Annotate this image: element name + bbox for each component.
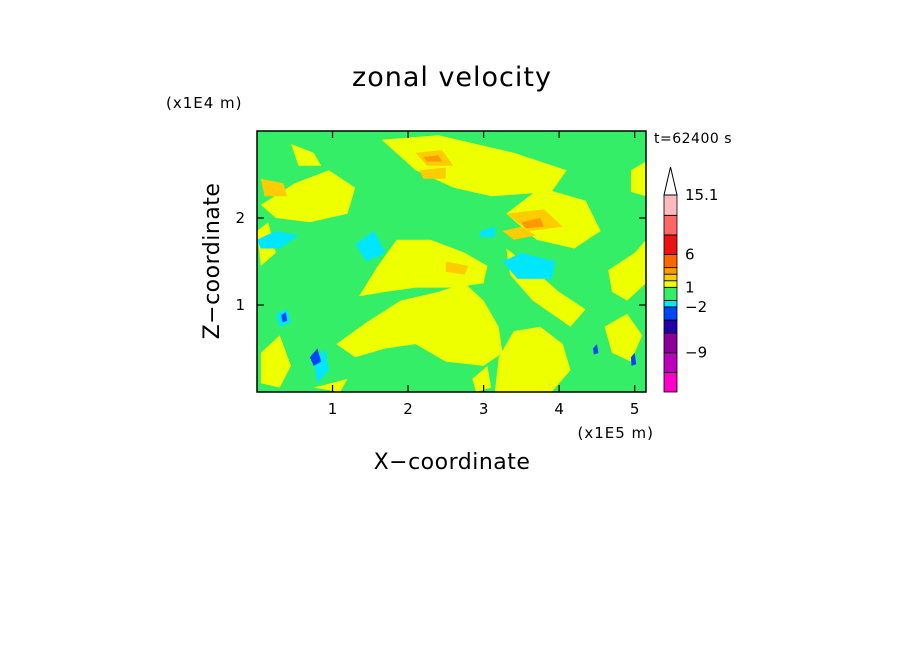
colorbar-level: [663, 194, 678, 216]
colorbar-level: [663, 280, 678, 288]
contour-region: [423, 155, 443, 162]
x-axis-unit: (x1E5 m): [577, 424, 654, 442]
contour-region: [604, 313, 643, 362]
contour-region: [336, 283, 503, 366]
x-tick-label: 3: [479, 400, 489, 418]
contour-region: [257, 231, 299, 249]
contour-field: [257, 131, 646, 392]
colorbar: 15.1 6 1 −2 −9: [663, 166, 718, 393]
x-tick-label: 4: [554, 400, 564, 418]
contour-region: [291, 144, 322, 166]
contour-region: [593, 344, 599, 355]
chart-title: zonal velocity: [352, 62, 552, 93]
contour-region: [313, 378, 348, 392]
contour-region: [309, 348, 322, 366]
contour-region: [260, 178, 288, 197]
colorbar-level: [663, 273, 678, 282]
colorbar-level: [663, 299, 678, 308]
x-tick-label: 2: [403, 400, 413, 418]
x-tick-label: 1: [328, 400, 338, 418]
contour-region: [472, 365, 492, 392]
y-axis-unit: (x1E4 m): [166, 94, 243, 112]
colorbar-level: [663, 267, 678, 275]
contour-region: [479, 226, 495, 238]
colorbar-level: [663, 332, 678, 354]
colorbar-label: 15.1: [685, 186, 718, 204]
y-tick-label: 2: [235, 209, 245, 227]
contour-region: [494, 326, 571, 392]
contour-region: [381, 135, 567, 197]
colorbar-label: −2: [685, 298, 707, 316]
contour-region: [521, 218, 544, 229]
contour-region: [445, 261, 469, 275]
contour-region: [355, 231, 386, 262]
contour-region: [630, 161, 646, 197]
y-tick-label: 1: [235, 296, 245, 314]
colorbar-label: −9: [685, 344, 707, 362]
contour-region: [260, 170, 356, 223]
colorbar-level: [663, 371, 678, 393]
axis-ticks: 1 2 3 4 5 1 2: [235, 131, 646, 418]
contour-region: [502, 252, 556, 279]
colorbar-level: [663, 214, 678, 236]
colorbar-extension-arrow: [663, 166, 678, 196]
contour-region: [608, 239, 646, 301]
colorbar-label: 6: [685, 246, 695, 264]
x-axis-label: X−coordinate: [374, 450, 531, 475]
y-axis-label: Z−coordinate: [200, 183, 225, 340]
colorbar-level: [663, 352, 678, 373]
colorbar-level: [663, 306, 678, 321]
contour-region: [260, 335, 291, 388]
colorbar-level: [663, 234, 678, 255]
contour-region: [313, 348, 329, 384]
contour-region: [502, 226, 537, 240]
x-tick-label: 5: [630, 400, 640, 418]
contour-region: [281, 312, 288, 323]
colorbar-level: [663, 319, 678, 334]
contour-region: [630, 352, 637, 366]
contour-region: [419, 167, 446, 179]
time-label: t=62400 s: [654, 131, 732, 147]
contour-region: [359, 239, 488, 297]
plot-frame: [256, 130, 647, 393]
colorbar-level: [663, 286, 678, 301]
colorbar-level: [663, 254, 678, 269]
colorbar-label: 1: [685, 278, 695, 296]
